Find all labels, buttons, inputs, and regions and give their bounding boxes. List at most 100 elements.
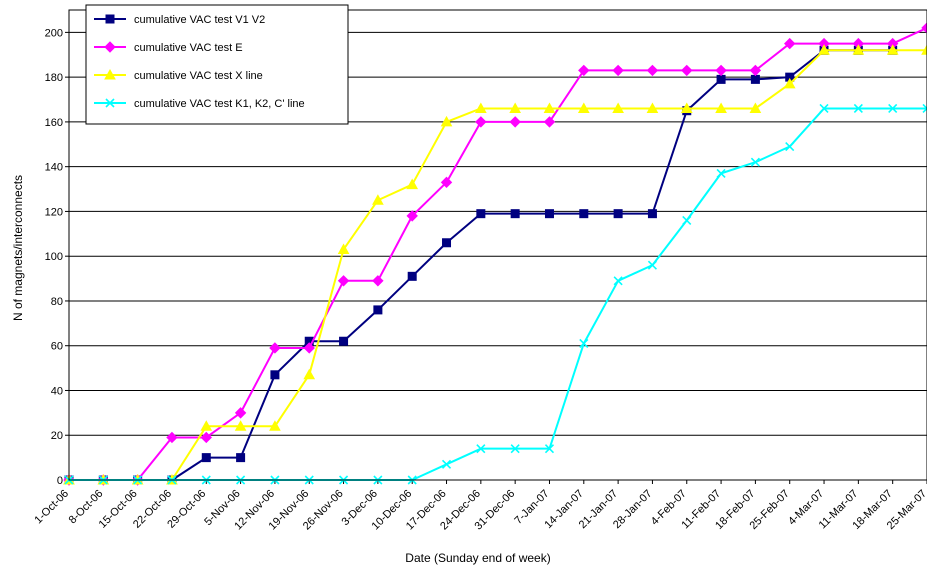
data-point xyxy=(200,431,212,444)
data-point xyxy=(716,74,726,84)
data-point xyxy=(543,102,556,113)
y-tick-label: 200 xyxy=(45,27,63,39)
legend-marker xyxy=(104,68,116,80)
legend-item: cumulative VAC test V1 V2 xyxy=(94,14,265,26)
data-point xyxy=(852,44,865,55)
data-point xyxy=(543,116,556,128)
legend-box xyxy=(85,4,349,125)
data-point xyxy=(476,209,486,219)
series-1 xyxy=(63,22,927,486)
data-point xyxy=(579,338,589,349)
data-point xyxy=(406,210,418,222)
data-point xyxy=(544,209,554,219)
series-line xyxy=(69,26,927,481)
data-point xyxy=(474,102,487,113)
data-point xyxy=(510,209,520,219)
data-point xyxy=(921,44,927,55)
data-point xyxy=(577,102,590,113)
data-point xyxy=(510,444,520,454)
data-point xyxy=(440,115,453,127)
data-point xyxy=(303,342,315,354)
data-point xyxy=(612,102,624,113)
data-point xyxy=(715,64,727,77)
data-point xyxy=(441,459,452,469)
data-point xyxy=(647,260,658,270)
legend-marker xyxy=(104,41,116,53)
y-tick-label: 20 xyxy=(51,430,63,442)
legend-label: cumulative VAC test E xyxy=(134,42,243,54)
legend-label: cumulative VAC test V1 V2 xyxy=(134,14,265,26)
data-point xyxy=(234,407,247,419)
y-tick-label: 100 xyxy=(45,251,63,263)
plot-area-frame xyxy=(68,9,927,481)
legend-marker xyxy=(105,14,115,24)
data-point xyxy=(922,103,927,114)
legend-item: cumulative VAC test K1, K2, C' line xyxy=(94,98,305,110)
y-tick-label: 80 xyxy=(51,296,63,308)
legend-item: cumulative VAC test X line xyxy=(94,68,263,82)
series-2 xyxy=(63,44,927,485)
data-point xyxy=(647,209,657,219)
y-tick-label: 120 xyxy=(45,206,63,218)
data-point xyxy=(269,342,281,354)
data-point xyxy=(888,103,898,114)
legend-marker xyxy=(105,98,115,108)
data-point xyxy=(785,141,795,152)
data-point xyxy=(819,103,829,114)
data-point xyxy=(373,305,383,315)
x-axis-title: Date (Sunday end of week) xyxy=(405,551,550,565)
x-axis-ticks: 1-Oct-068-Oct-0615-Oct-0622-Oct-0629-Oct… xyxy=(32,480,927,532)
data-point xyxy=(476,444,486,454)
data-point xyxy=(680,102,693,113)
data-point xyxy=(749,64,762,77)
data-point xyxy=(613,276,623,286)
y-tick-label: 60 xyxy=(51,341,63,353)
data-point xyxy=(750,74,760,84)
data-point xyxy=(201,453,211,463)
legend-label: cumulative VAC test K1, K2, C' line xyxy=(134,98,305,110)
data-point xyxy=(166,431,178,444)
data-point xyxy=(750,157,760,167)
y-tick-label: 140 xyxy=(45,162,63,174)
data-point xyxy=(579,209,589,219)
x-tick-label: 1-Oct-06 xyxy=(32,488,71,527)
data-point xyxy=(269,420,281,431)
data-point xyxy=(337,275,350,287)
data-point xyxy=(544,444,555,454)
data-point xyxy=(509,102,522,113)
data-point xyxy=(646,102,659,113)
data-point xyxy=(886,44,899,55)
data-point xyxy=(337,243,350,254)
data-point xyxy=(818,44,830,55)
data-point xyxy=(303,368,316,380)
y-tick-label: 160 xyxy=(45,117,63,129)
series-line xyxy=(69,107,927,481)
data-point xyxy=(234,420,247,431)
data-point xyxy=(407,271,417,281)
y-tick-label: 40 xyxy=(51,385,63,397)
data-point xyxy=(339,336,349,346)
series-3 xyxy=(64,103,927,485)
data-point xyxy=(612,64,624,77)
data-point xyxy=(440,176,453,189)
data-point xyxy=(270,370,280,380)
data-point xyxy=(442,238,452,248)
data-point xyxy=(578,64,590,77)
data-point xyxy=(372,194,384,205)
y-tick-label: 180 xyxy=(45,72,63,84)
data-point xyxy=(646,64,659,77)
data-point xyxy=(475,116,487,128)
data-point xyxy=(613,209,623,219)
data-point xyxy=(853,103,863,114)
data-point xyxy=(784,37,796,50)
y-axis-ticks: 0 20 40 60 80 100 120 140 160 180 200 xyxy=(45,27,69,487)
y-axis-title: N of magnets/interconnects xyxy=(11,175,25,321)
data-point xyxy=(406,178,419,190)
legend-item: cumulative VAC test E xyxy=(94,41,243,54)
series-line xyxy=(69,49,927,481)
data-point xyxy=(236,453,246,463)
y-tick-label: 0 xyxy=(57,475,63,487)
data-point xyxy=(921,22,927,34)
data-point xyxy=(372,275,384,287)
